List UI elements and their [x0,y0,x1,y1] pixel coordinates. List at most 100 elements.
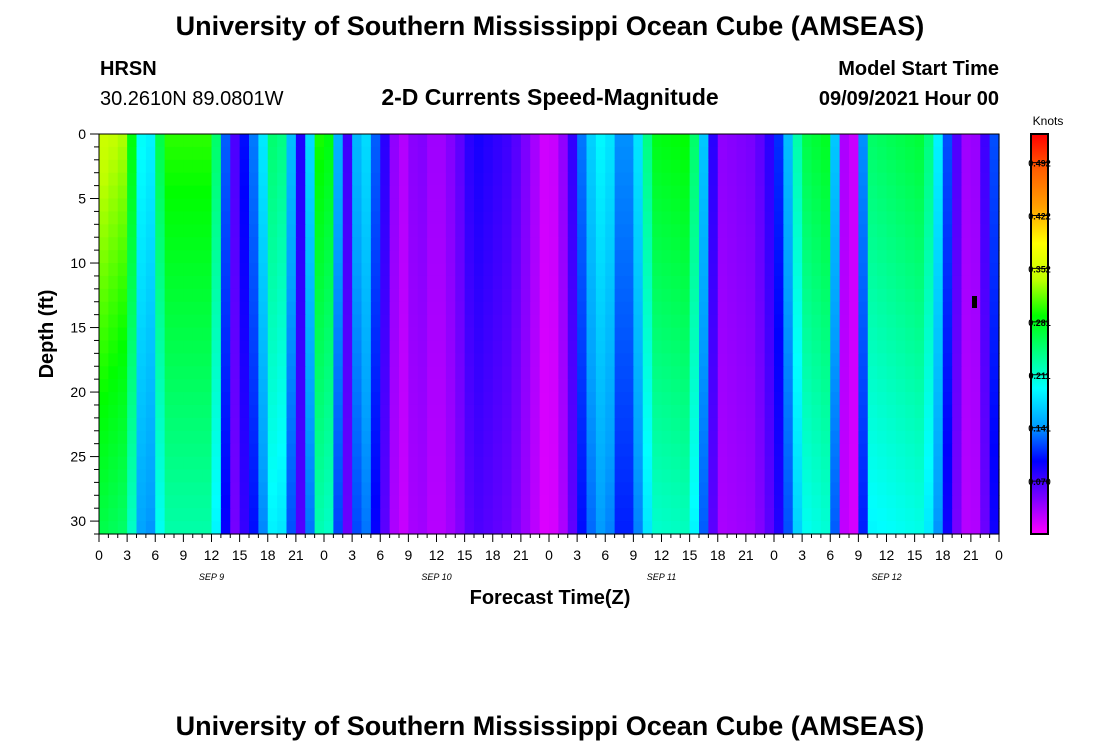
heatmap-cell [399,275,409,290]
heatmap-cell [792,172,803,187]
heatmap-cell [417,237,428,251]
heatmap-cell [530,288,541,303]
heatmap-cell [399,417,409,432]
heatmap-cell [380,211,391,225]
heatmap-cell [567,353,578,367]
heatmap-cell [942,314,953,329]
heatmap-cell [670,366,681,380]
heatmap-cell [830,275,841,290]
heatmap-cell [717,301,728,316]
heatmap-cell [492,404,503,419]
heatmap-cell [192,353,203,367]
heatmap-cell [567,275,578,290]
heatmap [99,134,1000,535]
heatmap-cell [614,198,625,213]
heatmap-cell [652,134,663,148]
heatmap-cell [858,327,869,342]
heatmap-cell [708,159,719,174]
heatmap-cell [970,443,981,458]
heatmap-cell [361,224,372,238]
heatmap-cell [811,224,822,238]
heatmap-cell [811,275,822,290]
heatmap-cell [792,146,803,161]
heatmap-cell [314,521,325,535]
heatmap-cell [895,404,906,419]
heatmap-cell [989,521,1000,535]
heatmap-cell [174,392,184,406]
heatmap-cell [530,482,541,496]
heatmap-cell [399,237,409,251]
x-tick-label: 9 [404,547,412,563]
heatmap-cell [670,224,681,238]
heatmap-cell [886,508,897,522]
heatmap-cell [380,314,391,329]
heatmap-cell [558,263,569,277]
heatmap-cell [136,508,147,522]
heatmap-cell [774,211,784,225]
heatmap-cell [839,482,850,496]
heatmap-cell [914,185,925,200]
heatmap-cell [220,508,231,522]
heatmap-cell [164,508,175,522]
heatmap-cell [155,392,166,406]
heatmap-cell [961,301,972,316]
heatmap-cell [164,366,175,380]
heatmap-cell [970,430,981,445]
heatmap-cell [858,211,869,225]
heatmap-cell [952,237,963,251]
heatmap-cell [586,224,597,238]
heatmap-cell [924,314,934,329]
heatmap-cell [324,237,334,251]
heatmap-cell [633,366,644,380]
heatmap-cell [99,404,109,419]
heatmap-cell [849,185,859,200]
heatmap-cell [174,250,184,264]
heatmap-cell [764,237,775,251]
heatmap-cell [755,495,766,509]
heatmap-cell [989,482,1000,496]
heatmap-cell [464,263,475,277]
heatmap-cell [258,237,269,251]
heatmap-cell [455,301,466,316]
heatmap-cell [464,159,475,174]
heatmap-cell [117,146,128,161]
heatmap-cell [295,482,306,496]
heatmap-cell [699,185,709,200]
heatmap-cell [286,430,297,445]
heatmap-cell [549,482,559,496]
heatmap-cell [361,211,372,225]
heatmap-cell [220,392,231,406]
heatmap-cell [314,379,325,393]
heatmap-cell [595,508,606,522]
heatmap-cell [192,495,203,509]
colorbar-tick-label: 0.422 [1028,212,1051,222]
heatmap-cell [155,198,166,213]
heatmap-cell [380,443,391,458]
heatmap-cell [661,353,672,367]
heatmap-cell [905,146,916,161]
heatmap-cell [155,482,166,496]
heatmap-cell [961,237,972,251]
heatmap-cell [277,224,288,238]
heatmap-cell [886,301,897,316]
heatmap-cell [549,521,559,535]
x-tick-label: 3 [348,547,356,563]
heatmap-cell [305,404,316,419]
heatmap-cell [567,185,578,200]
heatmap-cell [445,237,456,251]
heatmap-cell [952,198,963,213]
heatmap-cell [277,392,288,406]
heatmap-cell [924,172,934,187]
heatmap-cell [755,521,766,535]
heatmap-cell [633,198,644,213]
heatmap-cell [792,327,803,342]
heatmap-cell [108,404,119,419]
heatmap-cell [211,353,222,367]
heatmap-cell [755,340,766,354]
heatmap-cell [520,417,531,432]
heatmap-cell [136,353,147,367]
heatmap-cell [220,198,231,213]
heatmap-cell [502,237,513,251]
heatmap-cell [474,366,484,380]
heatmap-cell [914,392,925,406]
